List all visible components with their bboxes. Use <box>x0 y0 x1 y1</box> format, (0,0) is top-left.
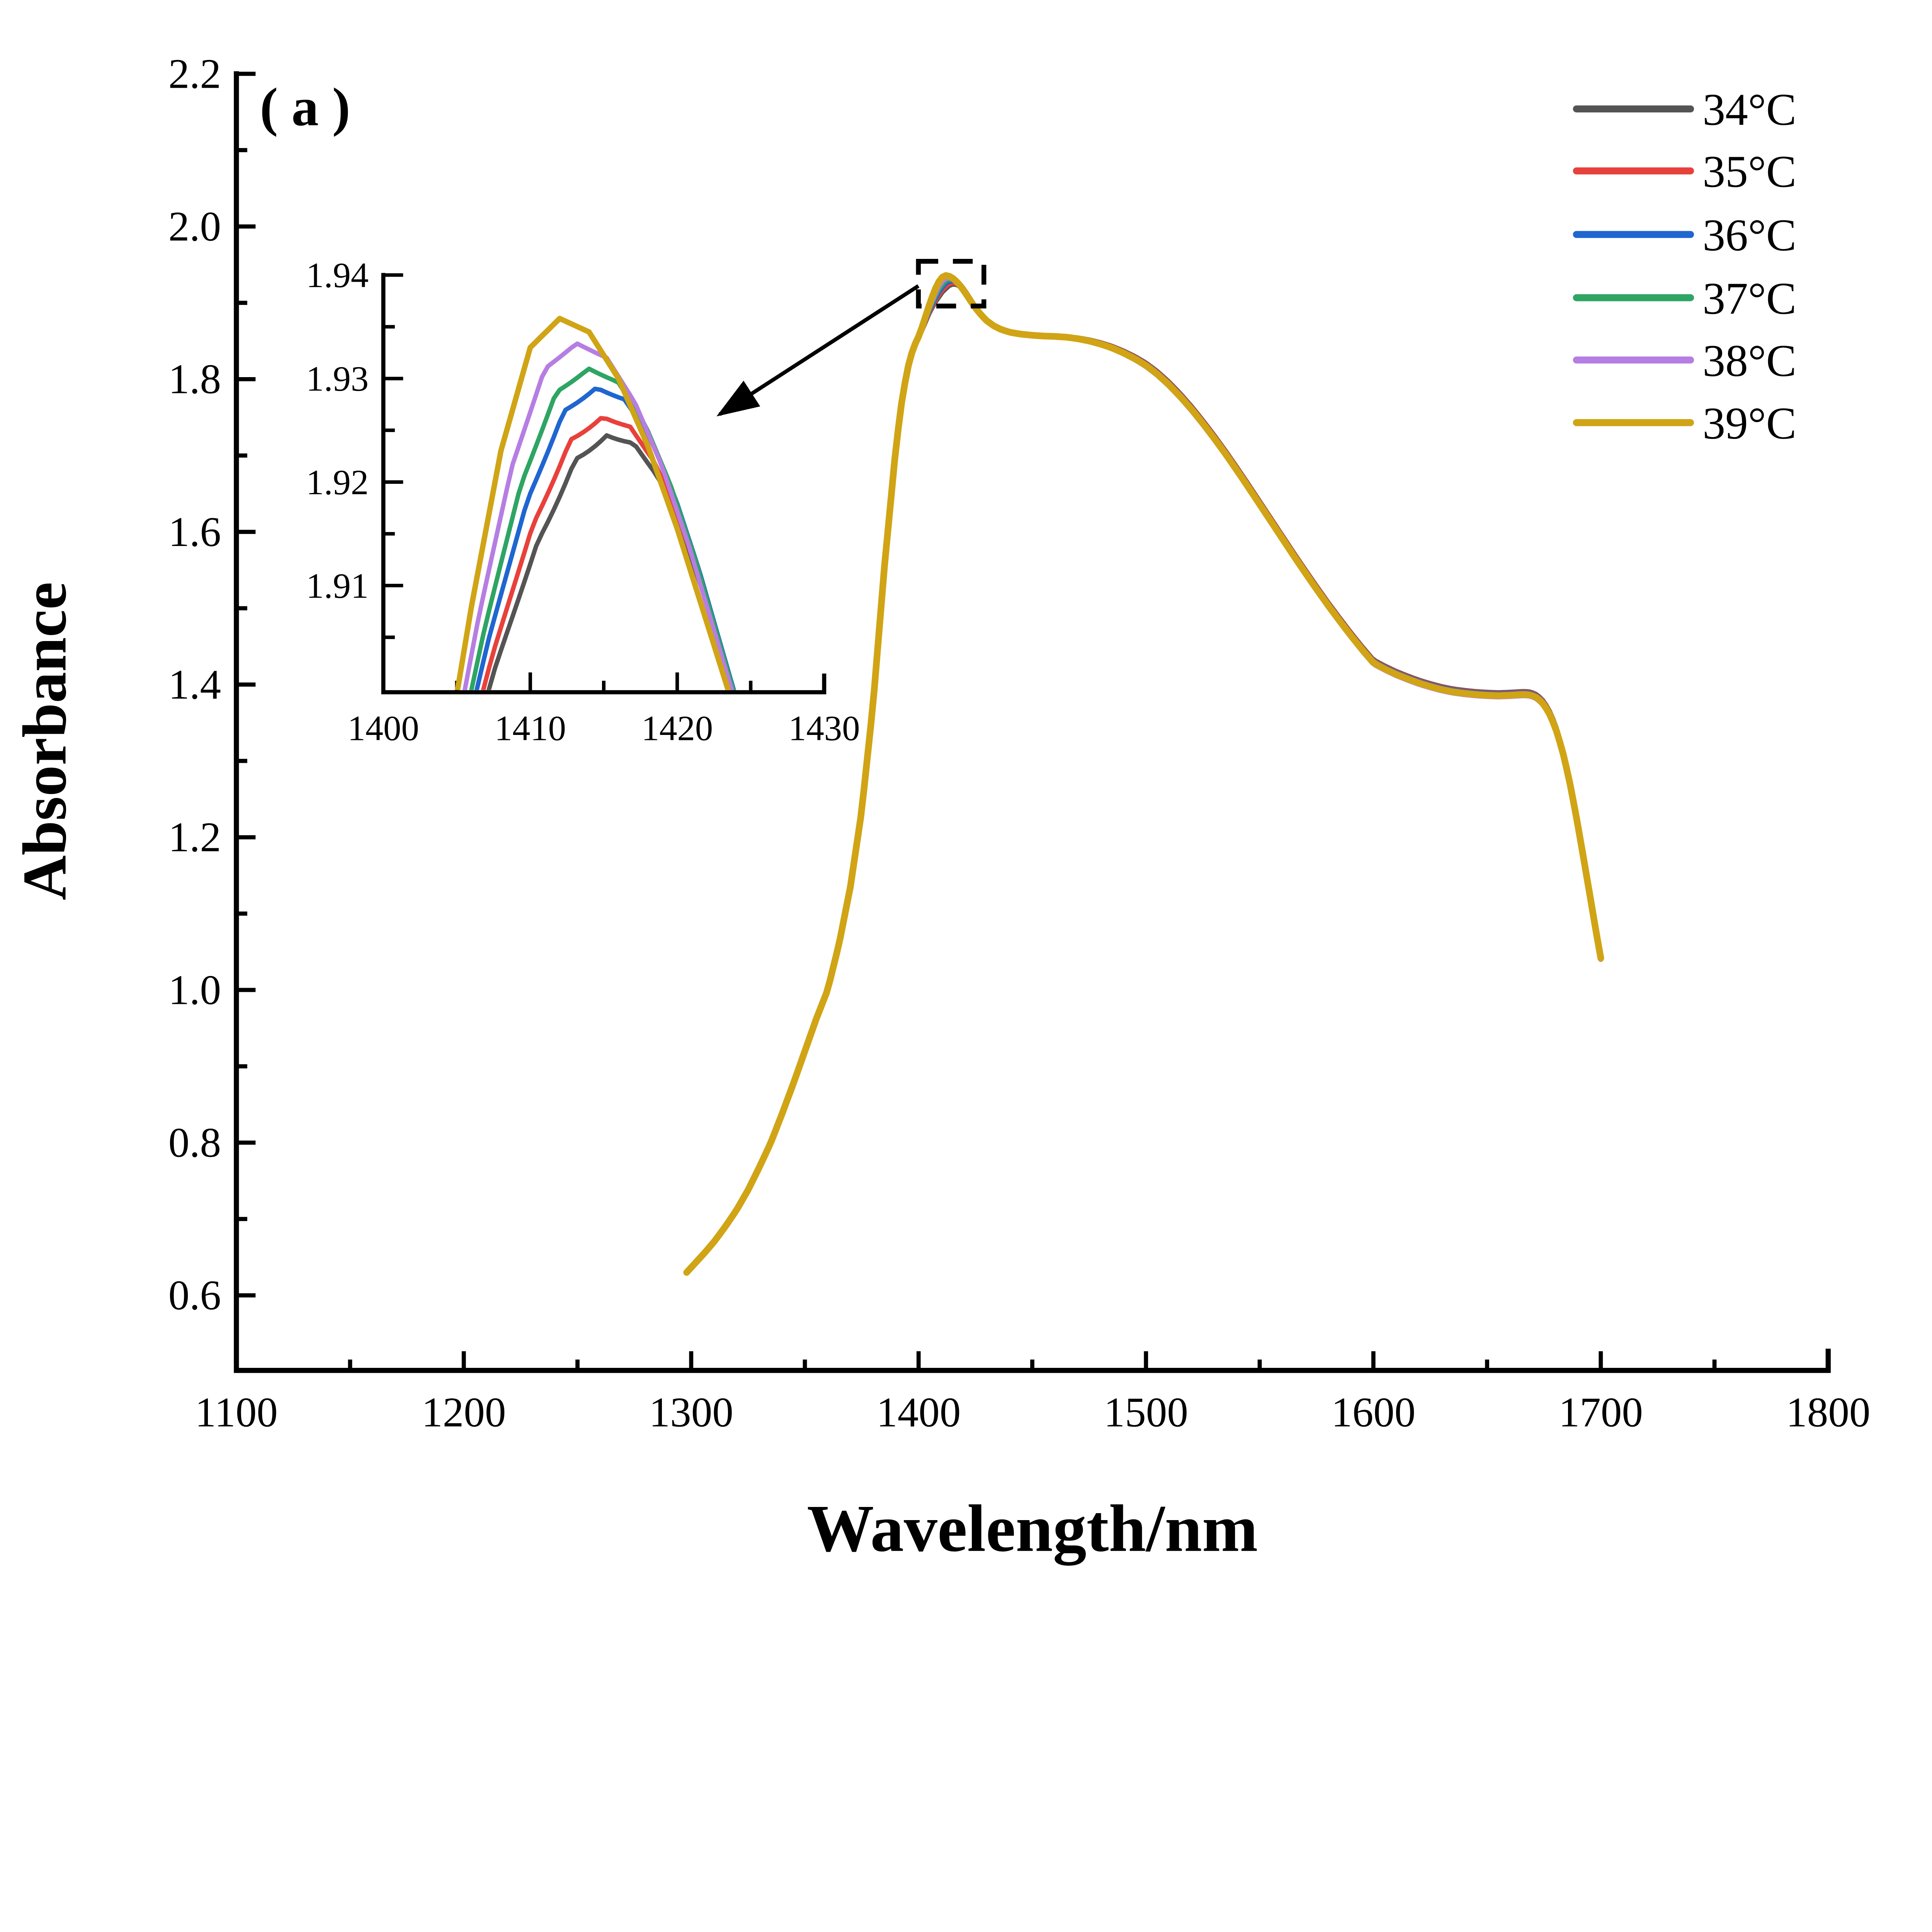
legend-label: 38°C <box>1702 336 1796 386</box>
inset-y-tick-label: 1.94 <box>306 255 369 295</box>
dashed-zoom-box <box>916 259 986 309</box>
legend-label: 36°C <box>1702 210 1796 260</box>
legend-label: 37°C <box>1702 274 1796 324</box>
figure: 0.6 0.8 1.0 1.2 1.4 1.6 1.8 2.0 2.2 1100 1200 1300 1… <box>10 50 1871 1566</box>
main-series <box>683 272 1604 1276</box>
legend-label: 39°C <box>1702 398 1796 449</box>
x-tick-label: 1600 <box>1331 1389 1415 1435</box>
inset-x-tick-label: 1420 <box>641 709 713 748</box>
legend-item-38°C: 38°C <box>1573 336 1796 386</box>
inset-y-tick-label: 1.92 <box>306 463 369 502</box>
y-tick-label: 2.0 <box>168 203 221 250</box>
inset-x-tick-label: 1410 <box>495 709 566 748</box>
inset-zoom-plot: 1.91 1.92 1.93 1.94 1400 1410 1420 1430 <box>306 255 860 748</box>
zoom-arrow <box>716 284 920 417</box>
series-curve-39°C <box>683 272 1604 1276</box>
series-curve-36°C <box>684 278 1604 1275</box>
y-tick-label: 2.2 <box>168 50 221 97</box>
y-tick-label: 0.6 <box>168 1272 221 1319</box>
x-tick-label: 1400 <box>876 1389 961 1435</box>
series-curve-35°C <box>684 280 1604 1275</box>
y-tick-label: 1.4 <box>168 661 221 708</box>
x-tick-label: 1500 <box>1104 1389 1188 1435</box>
y-tick-label: 0.8 <box>168 1119 221 1166</box>
inset-x-tick-label: 1430 <box>788 709 860 748</box>
legend: 34°C 35°C 36°C 37°C 38°C 39°C <box>1573 85 1796 449</box>
inset-curve-37°C <box>469 366 736 690</box>
panel-label: ( a ) <box>260 77 350 137</box>
x-tick-label: 1800 <box>1786 1389 1870 1435</box>
x-axis-title: Wavelength/nm <box>807 1491 1258 1566</box>
legend-item-34°C: 34°C <box>1573 85 1796 135</box>
inset-series <box>454 316 736 690</box>
inset-x-tick-label: 1400 <box>347 709 419 748</box>
inset-curve-34°C <box>486 433 735 690</box>
inset-curve-39°C <box>454 316 731 690</box>
x-tick-label: 1300 <box>649 1389 733 1435</box>
legend-item-35°C: 35°C <box>1573 147 1796 197</box>
inset-y-tick-label: 1.91 <box>306 566 369 606</box>
series-curve-37°C <box>684 277 1604 1275</box>
series-curve-34°C <box>684 282 1604 1275</box>
y-tick-label: 1.2 <box>168 814 221 861</box>
legend-item-36°C: 36°C <box>1573 210 1796 260</box>
x-tick-label: 1100 <box>195 1389 278 1435</box>
legend-item-37°C: 37°C <box>1573 274 1796 324</box>
x-tick-label: 1700 <box>1559 1389 1643 1435</box>
peak-annotation <box>716 259 986 417</box>
series-curve-38°C <box>684 275 1604 1276</box>
y-tick-label: 1.0 <box>168 966 221 1013</box>
main-axes: 0.6 0.8 1.0 1.2 1.4 1.6 1.8 2.0 2.2 1100 1200 1300 1… <box>168 50 1871 1435</box>
y-tick-label: 1.8 <box>168 356 221 403</box>
inset-curve-38°C <box>462 341 735 690</box>
legend-item-39°C: 39°C <box>1573 398 1796 449</box>
absorbance-spectra-chart: 0.6 0.8 1.0 1.2 1.4 1.6 1.8 2.0 2.2 1100 1200 1300 1… <box>10 50 1871 1566</box>
inset-curve-35°C <box>481 416 735 690</box>
y-tick-label: 1.6 <box>168 509 221 555</box>
x-tick-label: 1200 <box>422 1389 506 1435</box>
y-axis-title: Absorbance <box>10 582 79 900</box>
inset-y-tick-label: 1.93 <box>306 359 369 399</box>
legend-label: 35°C <box>1702 147 1796 197</box>
legend-label: 34°C <box>1702 85 1796 135</box>
inset-curve-36°C <box>474 386 736 690</box>
